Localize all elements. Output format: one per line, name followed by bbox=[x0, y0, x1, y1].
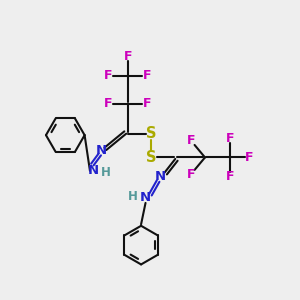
Text: N: N bbox=[140, 191, 151, 204]
Text: N: N bbox=[88, 164, 99, 177]
Text: F: F bbox=[187, 134, 195, 147]
Text: F: F bbox=[226, 132, 235, 145]
Text: F: F bbox=[143, 98, 151, 110]
Text: F: F bbox=[143, 69, 151, 82]
Text: H: H bbox=[100, 166, 110, 179]
Text: S: S bbox=[146, 150, 157, 165]
Text: F: F bbox=[245, 151, 254, 164]
Text: F: F bbox=[124, 50, 132, 63]
Text: N: N bbox=[95, 143, 106, 157]
Text: F: F bbox=[104, 69, 112, 82]
Text: S: S bbox=[146, 126, 157, 141]
Text: F: F bbox=[187, 168, 195, 181]
Text: F: F bbox=[104, 98, 112, 110]
Text: H: H bbox=[128, 190, 138, 202]
Text: F: F bbox=[226, 170, 235, 183]
Text: N: N bbox=[155, 170, 166, 183]
